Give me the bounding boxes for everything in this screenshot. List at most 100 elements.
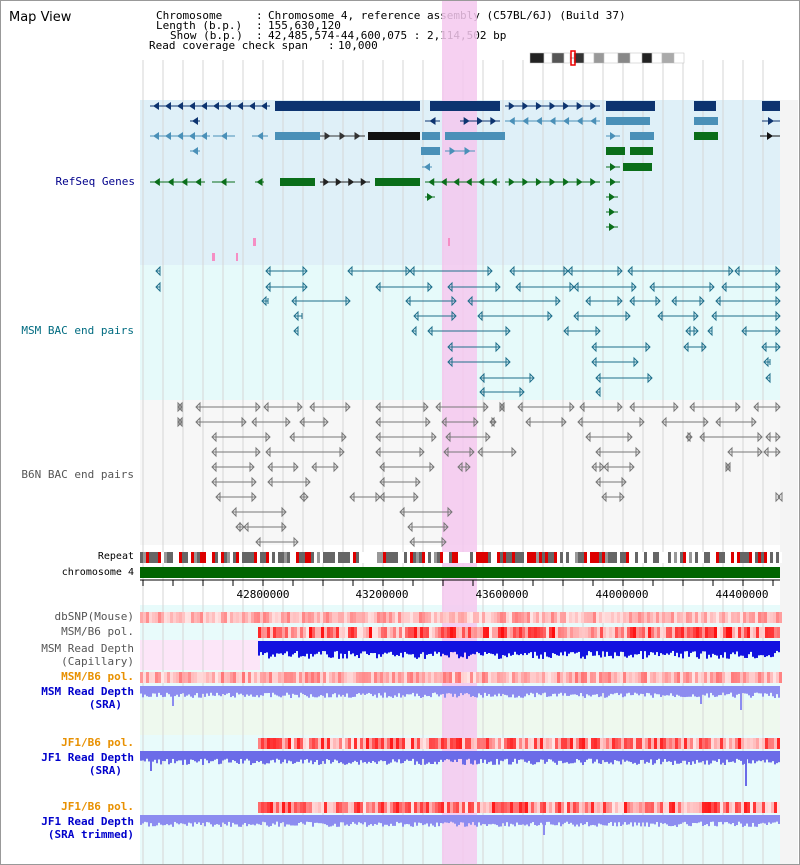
depth-bar	[630, 751, 632, 763]
msm-b6-pol-label[interactable]: MSM/B6 pol.	[61, 625, 134, 638]
depth-bar	[654, 751, 656, 764]
heat-cell	[360, 738, 363, 749]
bac-end	[447, 281, 453, 293]
bac-end	[595, 476, 601, 488]
exon-arrow	[221, 132, 227, 140]
repeat-segment	[752, 552, 755, 563]
heat-cell	[233, 672, 236, 683]
depth-bar	[634, 686, 636, 693]
heat-cell	[735, 627, 738, 638]
repeat-segment	[506, 552, 509, 563]
heat-cell	[375, 802, 378, 813]
depth-bar	[574, 641, 576, 654]
heat-cell	[446, 672, 449, 683]
dbsnp-label[interactable]: dbSNP(Mouse)	[54, 610, 134, 623]
heat-cell	[303, 627, 306, 638]
depth-bar	[278, 686, 280, 697]
b6n-bac-label[interactable]: B6N BAC end pairs	[21, 468, 134, 481]
heat-cell	[356, 672, 359, 683]
repeat-segment	[317, 552, 320, 563]
jf1-read-depth-sra-label[interactable]: JF1 Read Depth	[41, 751, 134, 764]
depth-bar	[562, 751, 564, 764]
repeat-segment	[251, 552, 254, 563]
msm-read-depth-capillary-label[interactable]: MSM Read Depth	[41, 642, 134, 655]
repeat-segment	[200, 552, 203, 563]
heat-cell	[368, 672, 371, 683]
depth-bar	[600, 641, 602, 658]
bac-end	[751, 416, 757, 428]
heat-cell	[666, 802, 669, 813]
repeat-segment	[512, 552, 515, 563]
repeat-segment	[758, 552, 761, 563]
heat-cell	[527, 612, 530, 623]
msm-read-depth-sra-label[interactable]: MSM Read Depth	[41, 685, 134, 698]
heat-cell	[329, 672, 332, 683]
depth-bar	[768, 641, 770, 656]
depth-bar	[612, 686, 614, 695]
heat-cell	[155, 612, 158, 623]
repeat-segment	[413, 552, 416, 563]
depth-bar	[354, 815, 356, 824]
heat-cell	[606, 738, 609, 749]
depth-bar	[260, 686, 262, 696]
repeat-segment	[203, 552, 206, 563]
exon-arrow	[549, 178, 556, 186]
depth-bar	[340, 751, 342, 763]
bac-end	[505, 325, 511, 337]
depth-bar	[556, 751, 558, 765]
bac-end	[467, 295, 473, 307]
heat-cell	[396, 802, 399, 813]
repeat-segment	[275, 552, 278, 563]
heat-cell	[525, 802, 528, 813]
depth-bar	[612, 751, 614, 765]
jf1-b6-pol-label[interactable]: JF1/B6 pol.	[61, 736, 134, 749]
jf1-b6-pol-label-2[interactable]: JF1/B6 pol.	[61, 800, 134, 813]
depth-bar	[506, 815, 508, 823]
heat-cell	[426, 627, 429, 638]
bac-end	[629, 295, 635, 307]
depth-bar	[772, 641, 774, 657]
depth-bar	[394, 815, 396, 826]
depth-bar	[610, 815, 612, 822]
heat-cell	[327, 802, 330, 813]
depth-bar	[264, 686, 266, 694]
heat-cell	[456, 738, 459, 749]
depth-bar	[244, 815, 246, 824]
depth-bar	[352, 641, 354, 654]
heat-cell	[599, 672, 602, 683]
depth-bar	[558, 686, 560, 694]
depth-bar	[470, 751, 472, 764]
refseq-genes-label[interactable]: RefSeq Genes	[55, 175, 135, 188]
heat-cell	[419, 612, 422, 623]
repeat-segment	[269, 552, 272, 563]
msm-bac-label[interactable]: MSM BAC end pairs	[21, 324, 134, 337]
depth-bar	[184, 815, 186, 825]
bac-end	[709, 281, 715, 293]
heat-cell	[377, 672, 380, 683]
depth-bar	[570, 641, 572, 653]
heat-cell	[603, 738, 606, 749]
depth-bar	[626, 641, 628, 658]
repeat-segment	[260, 552, 263, 563]
depth-bar	[500, 815, 502, 827]
heat-cell	[522, 738, 525, 749]
depth-bar	[290, 815, 292, 826]
heat-cell	[459, 738, 462, 749]
depth-bar	[778, 686, 780, 698]
jf1-read-depth-trimmed-label[interactable]: JF1 Read Depth	[41, 815, 134, 828]
msm-b6-pol-label-2[interactable]: MSM/B6 pol.	[61, 670, 134, 683]
heat-cell	[344, 672, 347, 683]
heat-cell	[366, 738, 369, 749]
depth-bar	[554, 686, 556, 694]
depth-bar	[442, 686, 444, 695]
depth-bar	[710, 686, 712, 693]
heat-cell	[681, 627, 684, 638]
heat-cell	[492, 738, 495, 749]
depth-bar	[582, 641, 584, 657]
heat-cell	[413, 672, 416, 683]
heat-cell	[387, 738, 390, 749]
depth-bar	[734, 751, 736, 763]
depth-bar	[214, 686, 216, 696]
heat-cell	[693, 738, 696, 749]
